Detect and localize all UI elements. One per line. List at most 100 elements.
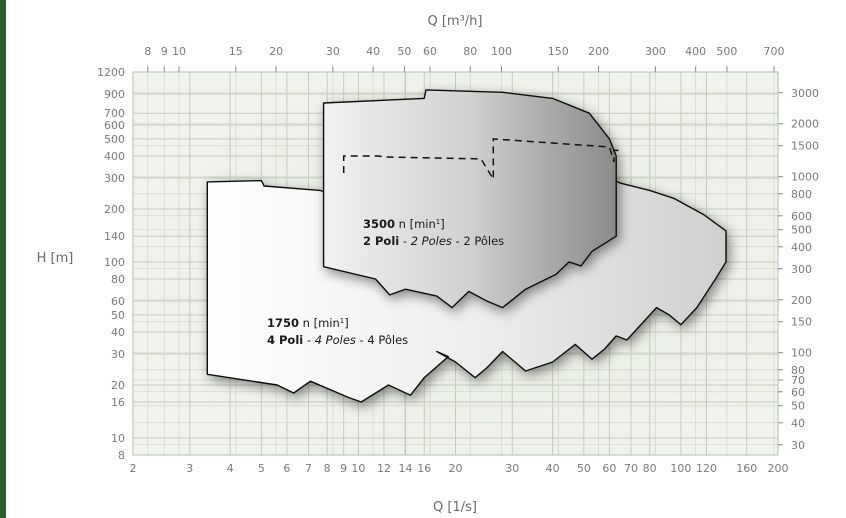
left-tick-label: 500 bbox=[104, 133, 125, 146]
left-tick-label: 30 bbox=[111, 348, 125, 361]
right-tick-label: 30 bbox=[791, 439, 805, 452]
bottom-tick-label: 70 bbox=[624, 462, 638, 475]
bottom-tick-label: 30 bbox=[505, 462, 519, 475]
right-tick-label: 1000 bbox=[791, 171, 819, 184]
bottom-tick-label: 50 bbox=[577, 462, 591, 475]
series-4p-sep1: - bbox=[303, 333, 314, 347]
series-2p-sep1: - bbox=[399, 234, 410, 248]
operating-ranges bbox=[206, 89, 727, 403]
bottom-tick-label: 5 bbox=[258, 462, 265, 475]
plot-frame bbox=[132, 71, 779, 456]
left-tick-label: 200 bbox=[104, 203, 125, 216]
bottom-tick-label: 6 bbox=[283, 462, 290, 475]
top-tick-label: 500 bbox=[716, 45, 737, 58]
bottom-tick-label: 9 bbox=[340, 462, 347, 475]
right-tick-label: 70 bbox=[791, 374, 805, 387]
right-tick-label: 3000 bbox=[791, 87, 819, 100]
series-4p-poles: 4 Poles bbox=[315, 333, 356, 347]
top-tick-label: 30 bbox=[326, 45, 340, 58]
left-tick-label: 600 bbox=[104, 119, 125, 132]
left-tick-label: 10 bbox=[111, 432, 125, 445]
top-tick-label: 300 bbox=[645, 45, 666, 58]
dashed-limit-line bbox=[342, 138, 619, 182]
right-tick-label: 100 bbox=[791, 347, 812, 360]
right-tick-label: 80 bbox=[791, 364, 805, 377]
series-2p-poles: 2 Poles bbox=[411, 234, 452, 248]
bottom-tick-label: 3 bbox=[186, 462, 193, 475]
bottom-tick-label: 20 bbox=[449, 462, 463, 475]
series-4p-sup: 1 bbox=[340, 317, 344, 325]
top-tick-label: 20 bbox=[269, 45, 283, 58]
bottom-tick-label: 8 bbox=[324, 462, 331, 475]
right-tick-label: 800 bbox=[791, 188, 812, 201]
top-tick-label: 9 bbox=[161, 45, 168, 58]
series-2p-sup: 1 bbox=[436, 218, 440, 226]
series-2p-sep2: - 2 Pôles bbox=[452, 234, 504, 248]
left-tick-label: 100 bbox=[104, 256, 125, 269]
bottom-tick-label: 14 bbox=[399, 462, 413, 475]
bottom-tick-label: 40 bbox=[546, 462, 560, 475]
right-tick-label: 2000 bbox=[791, 118, 819, 131]
series-4p-close: ] bbox=[344, 316, 349, 330]
top-tick-label: 50 bbox=[397, 45, 411, 58]
bottom-tick-label: 2 bbox=[130, 462, 137, 475]
series-4p-speed: 1750 bbox=[267, 316, 299, 330]
series-4p-unit: n [min bbox=[299, 316, 340, 330]
right-tick-label: 1500 bbox=[791, 140, 819, 153]
bottom-axis-title: Q [1/s] bbox=[433, 500, 477, 515]
top-axis-title: Q [m³/h] bbox=[427, 14, 482, 29]
left-tick-label: 80 bbox=[111, 273, 125, 286]
series-4p-sep2: - 4 Pôles bbox=[356, 333, 408, 347]
right-tick-label: 200 bbox=[791, 294, 812, 307]
series-2p-poli: 2 Poli bbox=[363, 234, 399, 248]
top-tick-label: 15 bbox=[229, 45, 243, 58]
top-tick-label: 100 bbox=[491, 45, 512, 58]
left-tick-label: 700 bbox=[104, 107, 125, 120]
bottom-tick-label: 10 bbox=[351, 462, 365, 475]
right-tick-label: 60 bbox=[791, 386, 805, 399]
right-tick-label: 400 bbox=[791, 241, 812, 254]
top-tick-label: 700 bbox=[764, 45, 785, 58]
left-tick-label: 40 bbox=[111, 326, 125, 339]
range-shape-3500 bbox=[322, 89, 617, 309]
top-tick-label: 200 bbox=[588, 45, 609, 58]
series-2p-unit: n [min bbox=[395, 217, 436, 231]
top-tick-label: 80 bbox=[463, 45, 477, 58]
bottom-tick-label: 4 bbox=[227, 462, 234, 475]
bottom-tick-label: 12 bbox=[377, 462, 391, 475]
bottom-tick-label: 60 bbox=[602, 462, 616, 475]
left-tick-label: 900 bbox=[104, 88, 125, 101]
bottom-tick-label: 100 bbox=[670, 462, 691, 475]
series-label-2-poles-line2: 2 Poli - 2 Poles - 2 Pôles bbox=[363, 234, 504, 248]
right-tick-label: 600 bbox=[791, 210, 812, 223]
top-tick-label: 10 bbox=[172, 45, 186, 58]
left-axis-title: H [m] bbox=[37, 251, 74, 266]
right-tick-label: 500 bbox=[791, 224, 812, 237]
bottom-tick-label: 160 bbox=[736, 462, 757, 475]
left-tick-label: 20 bbox=[111, 379, 125, 392]
left-tick-label: 1200 bbox=[97, 66, 125, 79]
top-tick-label: 8 bbox=[144, 45, 151, 58]
right-tick-label: 50 bbox=[791, 400, 805, 413]
left-tick-label: 16 bbox=[111, 396, 125, 409]
left-tick-label: 50 bbox=[111, 309, 125, 322]
bottom-tick-label: 80 bbox=[643, 462, 657, 475]
bottom-tick-label: 16 bbox=[417, 462, 431, 475]
bottom-tick-label: 120 bbox=[696, 462, 717, 475]
top-axis-ticks: 8 9 10 15 20 30 40 50 60 80 100 150 200 300 400 500 700 bbox=[144, 45, 785, 72]
left-tick-label: 140 bbox=[104, 230, 125, 243]
bottom-tick-label: 200 bbox=[768, 462, 789, 475]
top-tick-label: 400 bbox=[685, 45, 706, 58]
right-tick-label: 300 bbox=[791, 263, 812, 276]
top-tick-label: 150 bbox=[548, 45, 569, 58]
bottom-axis-ticks: 2 3 4 5 6 7 8 9 10 12 14 16 20 30 40 50 60 70 80 100 120 160 2… bbox=[130, 462, 789, 475]
series-2p-speed: 3500 bbox=[363, 217, 395, 231]
left-tick-label: 300 bbox=[104, 172, 125, 185]
dashed-boundary bbox=[342, 138, 619, 182]
top-tick-label: 60 bbox=[423, 45, 437, 58]
series-label-4-poles-line2: 4 Poli - 4 Poles - 4 Pôles bbox=[267, 333, 408, 347]
left-accent-bar bbox=[0, 0, 6, 518]
